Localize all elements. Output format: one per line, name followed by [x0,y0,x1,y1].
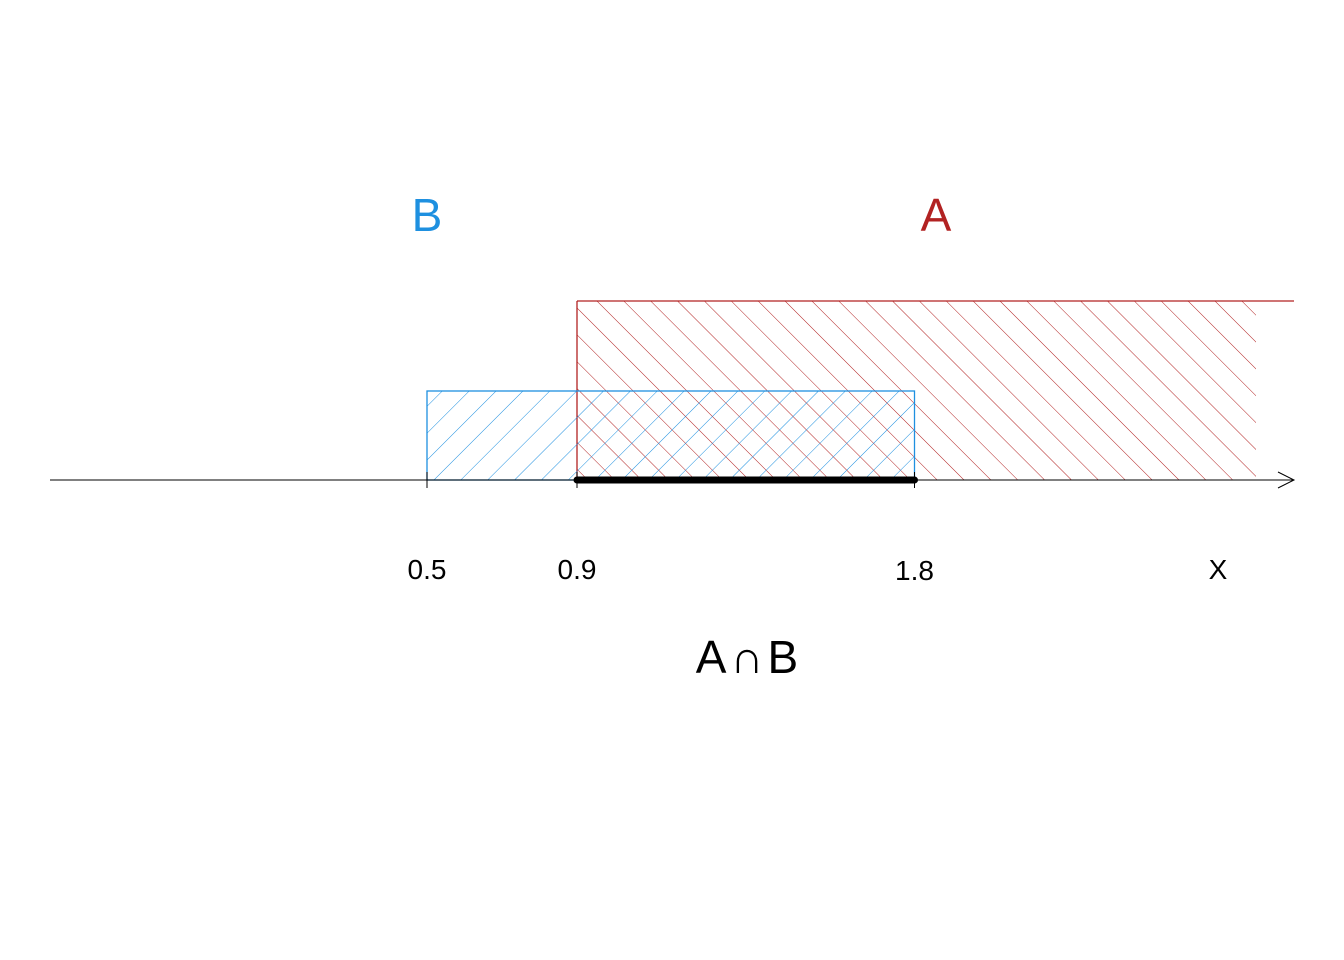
intersection-label-left: A [696,631,727,683]
set-a-label: A [921,189,952,241]
set-b-label: B [412,189,443,241]
intersection-label-right: B [768,631,799,683]
set-b-region [426,390,916,481]
x-axis-arrowhead [1277,471,1296,489]
tick-label-0-9: 0.9 [558,554,597,585]
intersection-symbol: ∩ [730,631,763,683]
set-b-hatch [427,391,915,480]
x-axis-label: X [1209,554,1228,585]
tick-marks [426,472,915,488]
tick-label-1-8: 1.8 [895,555,934,586]
tick-label-0-5: 0.5 [408,554,447,585]
intersection-label: A∩B [696,631,798,683]
